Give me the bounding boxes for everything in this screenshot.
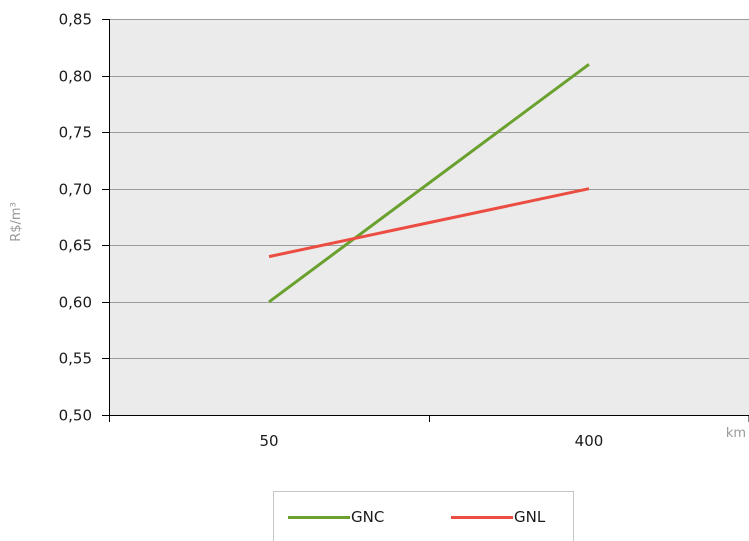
x-tick-label: 50 [259,432,278,450]
y-tick-labels: 0,50 0,55 0,60 0,65 0,70 0,75 0,80 0,85 [59,11,92,425]
x-tick-label: 400 [575,432,604,450]
legend-label-gnc: GNC [351,508,385,526]
legend-item-gnl: GNL [451,508,545,526]
y-tick-label: 0,80 [59,68,92,86]
y-tick-label: 0,65 [59,237,92,255]
axes [102,19,749,422]
series-lines [268,63,590,304]
legend-label-gnl: GNL [514,508,546,526]
gridlines [109,19,749,359]
x-tick-labels: 50 400 [259,432,603,450]
plot-area [109,19,749,415]
y-tick-label: 0,55 [59,350,92,368]
y-axis-title: R$/m³ [9,202,24,242]
y-tick-label: 0,85 [59,11,92,29]
series-line-gnl [268,187,590,259]
legend-item-gnc: GNC [288,508,384,526]
x-axis-title: km [726,426,746,441]
y-tick-label: 0,75 [59,124,92,142]
y-tick-label: 0,60 [59,294,92,312]
series-line-gnc [268,63,590,304]
legend-swatch-gnl [451,515,513,519]
legend: GNC GNL [273,491,574,541]
y-tick-label: 0,70 [59,181,92,199]
y-tick-label: 0,50 [59,407,92,425]
legend-swatch-gnc [288,515,350,519]
